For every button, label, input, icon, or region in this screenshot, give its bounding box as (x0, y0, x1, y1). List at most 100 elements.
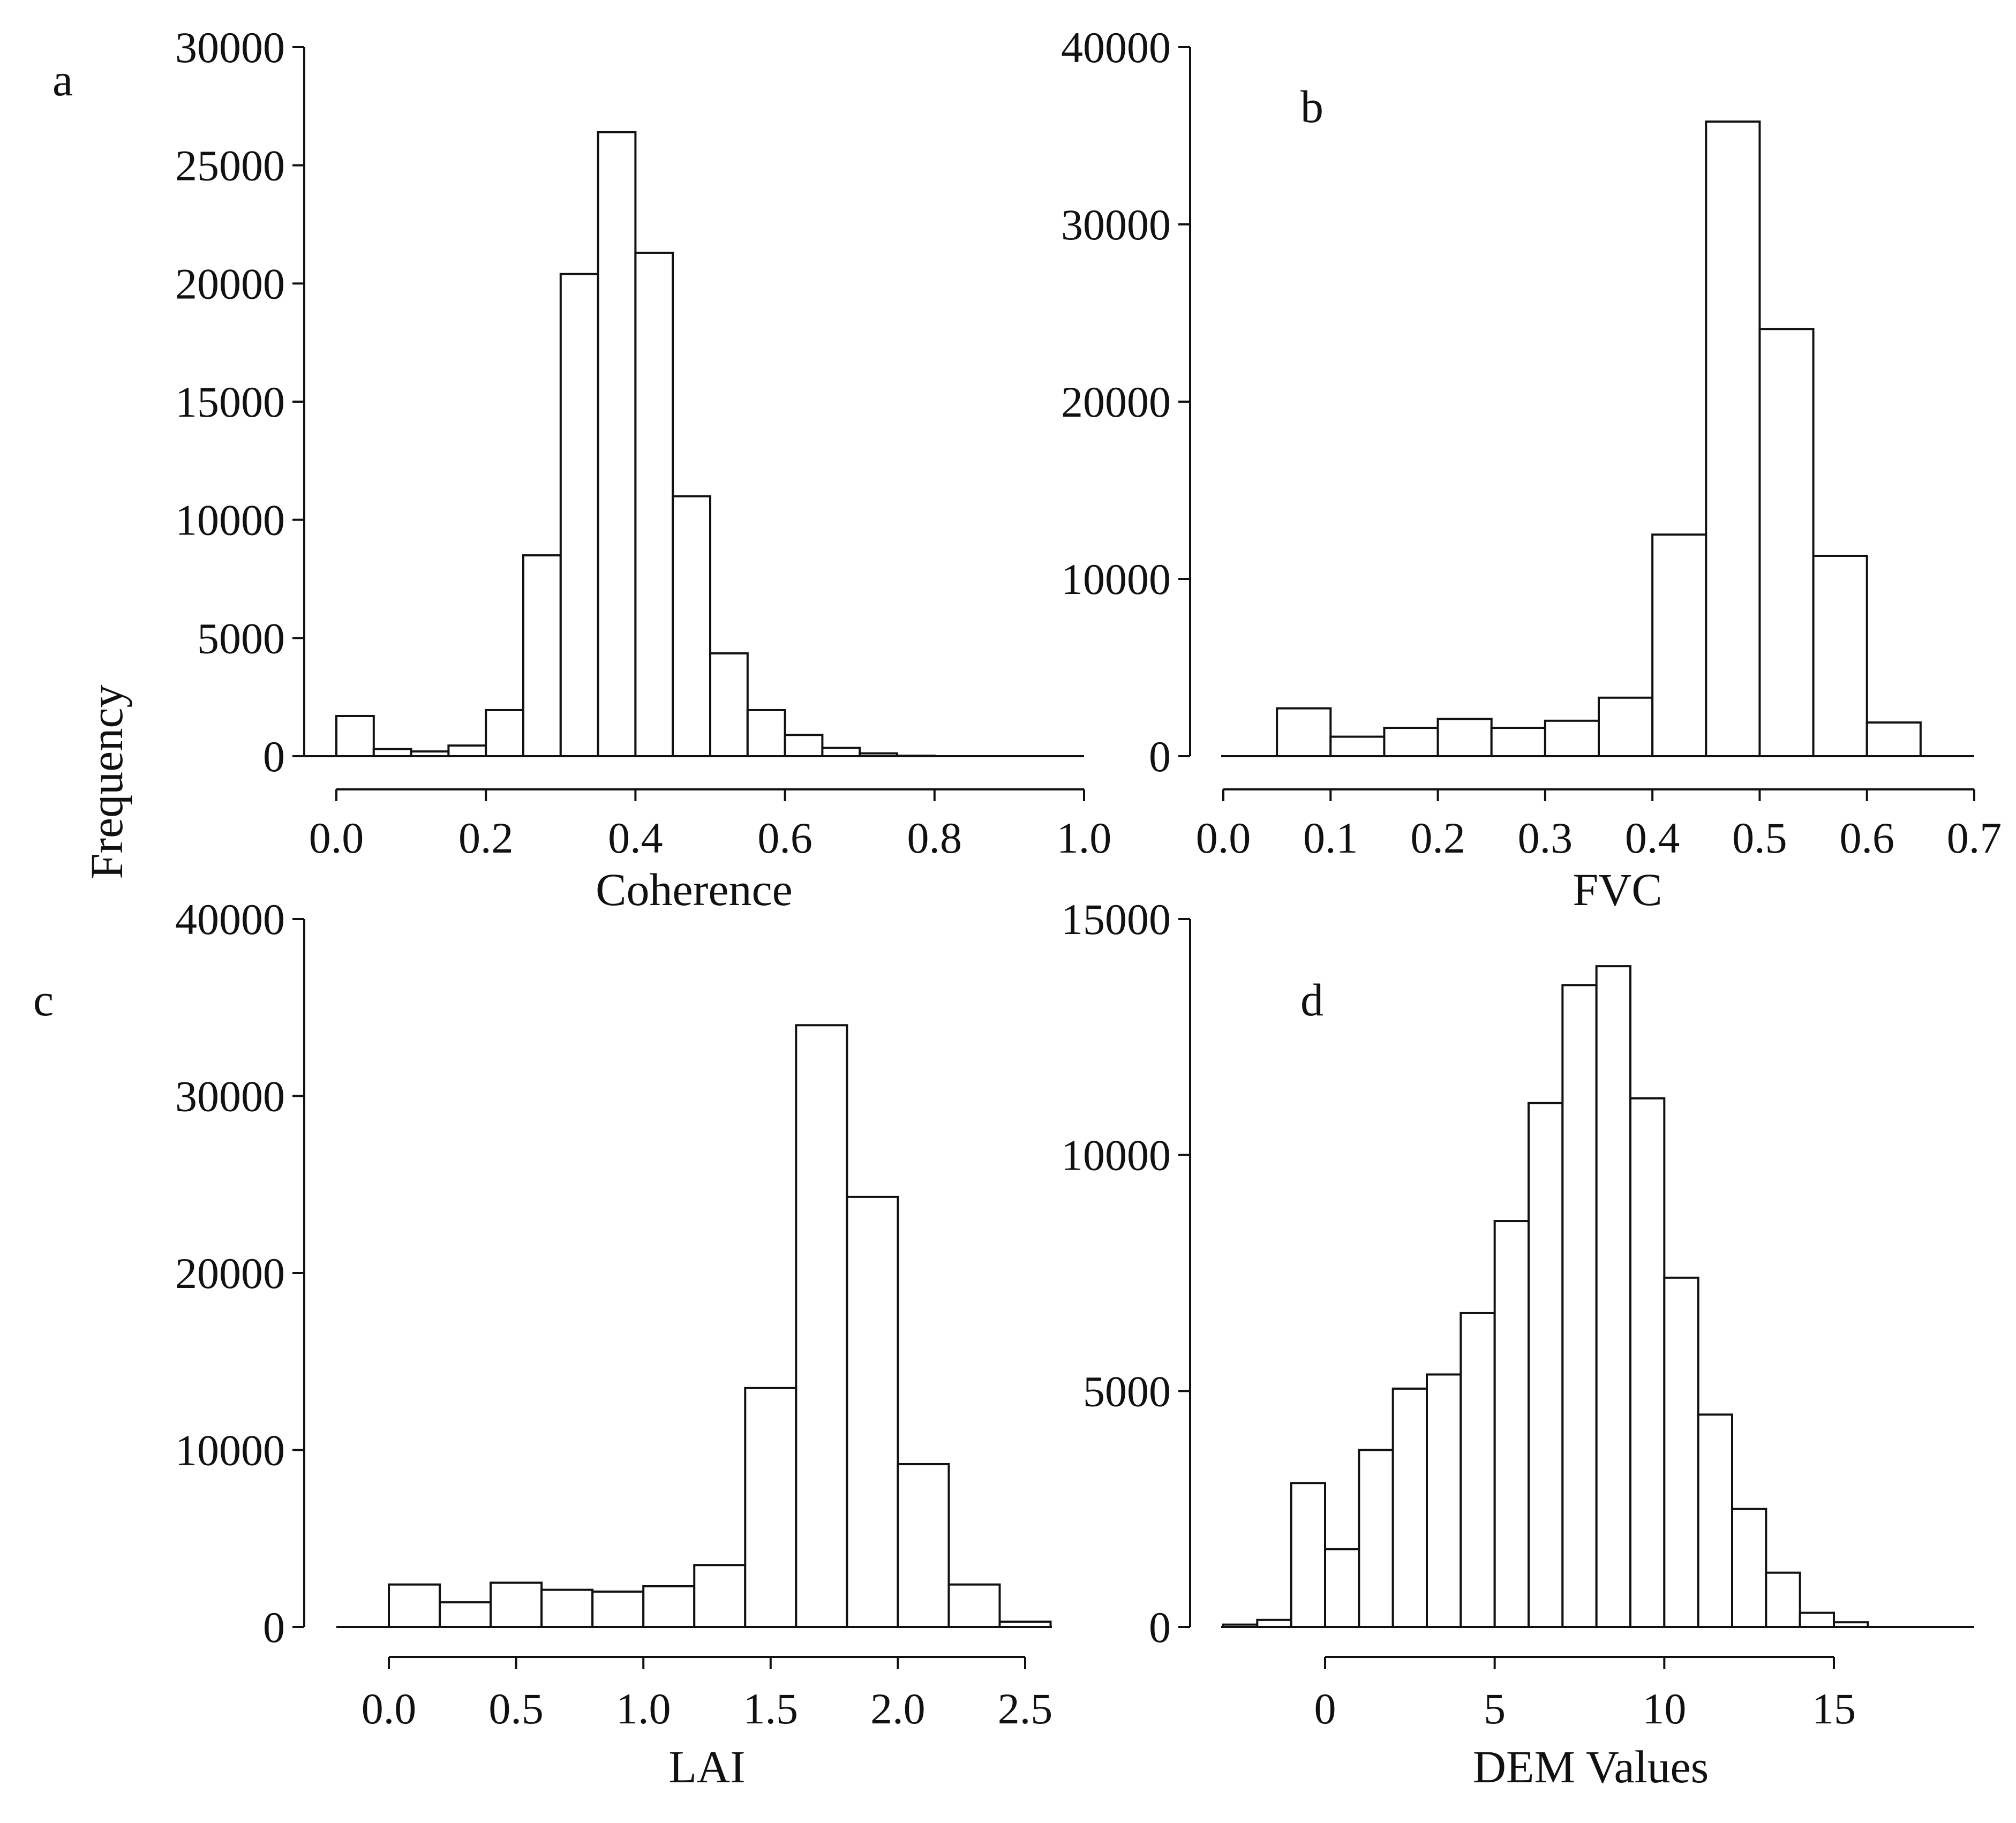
x-tick-label: 2.0 (870, 1684, 926, 1733)
x-tick-label: 10 (1642, 1684, 1686, 1733)
y-tick-label: 40000 (175, 895, 285, 944)
histogram-bar (1663, 1276, 1699, 1628)
histogram-bar (1731, 1508, 1767, 1629)
histogram-bar (597, 131, 637, 757)
y-tick-label: 40000 (1061, 23, 1171, 72)
histogram-bar (591, 1590, 645, 1628)
histogram-bar (490, 1581, 543, 1628)
x-tick-label: 0.6 (1839, 813, 1894, 862)
y-tick-label: 10000 (175, 1426, 285, 1475)
y-tick-label: 10000 (175, 496, 285, 545)
x-tick-label: 0.3 (1518, 813, 1573, 862)
y-axis-label: Frequency (81, 685, 132, 879)
histogram-bar (1528, 1102, 1564, 1628)
histogram-bar (1358, 1449, 1394, 1628)
histogram-bar (746, 709, 786, 757)
histogram-bar (335, 714, 375, 758)
panel-letter: d (1300, 974, 1323, 1026)
histogram-bar (559, 273, 599, 757)
histogram-bar (447, 744, 487, 758)
histogram-bar (672, 495, 711, 757)
y-tick-label: 30000 (175, 23, 285, 72)
histogram-bar (1598, 696, 1654, 758)
panel-letter: c (33, 974, 54, 1026)
histogram-bar (947, 1583, 1001, 1628)
x-tick-label: 1.5 (743, 1684, 799, 1733)
y-tick-label: 20000 (175, 1249, 285, 1298)
histogram-bar (1290, 1482, 1327, 1629)
x-tick-label: 0.2 (1410, 813, 1465, 862)
y-tick-label: 15000 (1061, 895, 1171, 944)
y-tick-label: 30000 (1061, 200, 1171, 249)
histogram-bar (540, 1588, 594, 1628)
histogram-bar (1426, 1373, 1462, 1628)
x-tick-label: 0.0 (362, 1684, 417, 1733)
histogram-bar (1460, 1312, 1496, 1628)
x-tick-label: 0.5 (488, 1684, 544, 1733)
x-tick-label: 1.0 (616, 1684, 671, 1733)
y-tick-label: 25000 (175, 141, 285, 190)
histogram-bar (897, 1463, 950, 1628)
x-axis-label: FVC (1573, 864, 1662, 915)
histogram-bar (388, 1583, 441, 1628)
histogram-bar (1493, 1220, 1530, 1628)
y-tick-label: 0 (263, 732, 285, 781)
y-tick-label: 0 (1149, 732, 1171, 781)
x-axis-label: LAI (668, 1741, 745, 1792)
histogram-bar (522, 554, 562, 758)
y-tick-label: 5000 (1083, 1367, 1171, 1415)
histogram-bar (744, 1387, 798, 1628)
histogram-bar (1799, 1611, 1836, 1629)
panel-c: c 0 10000 20000 30000 40000 0.0 0.5 1.0 1.5 2.0 2.5… (33, 895, 1052, 1792)
histogram-bar (485, 709, 525, 757)
histogram-bar (1595, 965, 1632, 1628)
histogram-bar (1436, 718, 1493, 757)
x-tick-label: 0.4 (1625, 813, 1680, 862)
y-tick-label: 15000 (175, 378, 285, 426)
histogram-bar (846, 1195, 899, 1628)
histogram-bar (1276, 707, 1332, 758)
x-tick-label: 1.0 (1057, 813, 1112, 862)
panel-letter: a (52, 54, 73, 106)
histogram-bar (1490, 727, 1546, 758)
histogram-bar (1324, 1548, 1360, 1629)
y-tick-label: 10000 (1061, 1131, 1171, 1180)
histogram-bar (693, 1564, 747, 1628)
x-tick-label: 0 (1314, 1684, 1336, 1733)
x-tick-label: 0.8 (907, 813, 962, 862)
y-tick-label: 10000 (1061, 555, 1171, 604)
histogram-bar (439, 1601, 492, 1628)
y-tick-label: 20000 (175, 259, 285, 308)
x-axis-label: DEM Values (1473, 1741, 1709, 1792)
panel-b: b 0 10000 20000 30000 40000 0.0 0.1 0.2 0.3 0.4 0.5… (1061, 23, 2002, 915)
x-axis-label: Coherence (596, 864, 793, 915)
histogram-bar (709, 652, 749, 758)
x-tick-label: 5 (1484, 1684, 1506, 1733)
histogram-bar (1629, 1097, 1666, 1629)
histogram-bar (1383, 727, 1439, 758)
histogram-bar (1812, 554, 1868, 757)
histogram-bar (1391, 1387, 1428, 1629)
x-tick-label: 0.0 (1196, 813, 1251, 862)
histogram-bar (1765, 1571, 1801, 1629)
histogram-bar (1758, 328, 1815, 757)
histogram-bar (1651, 533, 1707, 757)
histogram-bar (634, 251, 674, 757)
y-tick-label: 5000 (197, 614, 285, 662)
histogram-bar (1561, 984, 1598, 1628)
panel-d: d 0 5000 10000 15000 0 5 10 15 DEM Values (1061, 895, 1974, 1792)
x-tick-label: 15 (1812, 1684, 1856, 1733)
x-tick-label: 0.7 (1947, 813, 2002, 862)
x-tick-label: 0.5 (1732, 813, 1787, 862)
x-tick-label: 0.4 (608, 813, 663, 862)
panel-a: a 0 5000 10000 15000 20000 25000 30000 0.0 0.2 0.4… (52, 23, 1111, 915)
histogram-bar (795, 1024, 848, 1628)
x-tick-label: 2.5 (998, 1684, 1053, 1733)
histogram-bar (784, 734, 824, 758)
y-tick-label: 0 (263, 1603, 285, 1652)
x-tick-label: 0.6 (757, 813, 813, 862)
x-tick-label: 0.1 (1303, 813, 1358, 862)
x-tick-label: 0.0 (309, 813, 364, 862)
histogram-bar (1544, 719, 1600, 758)
